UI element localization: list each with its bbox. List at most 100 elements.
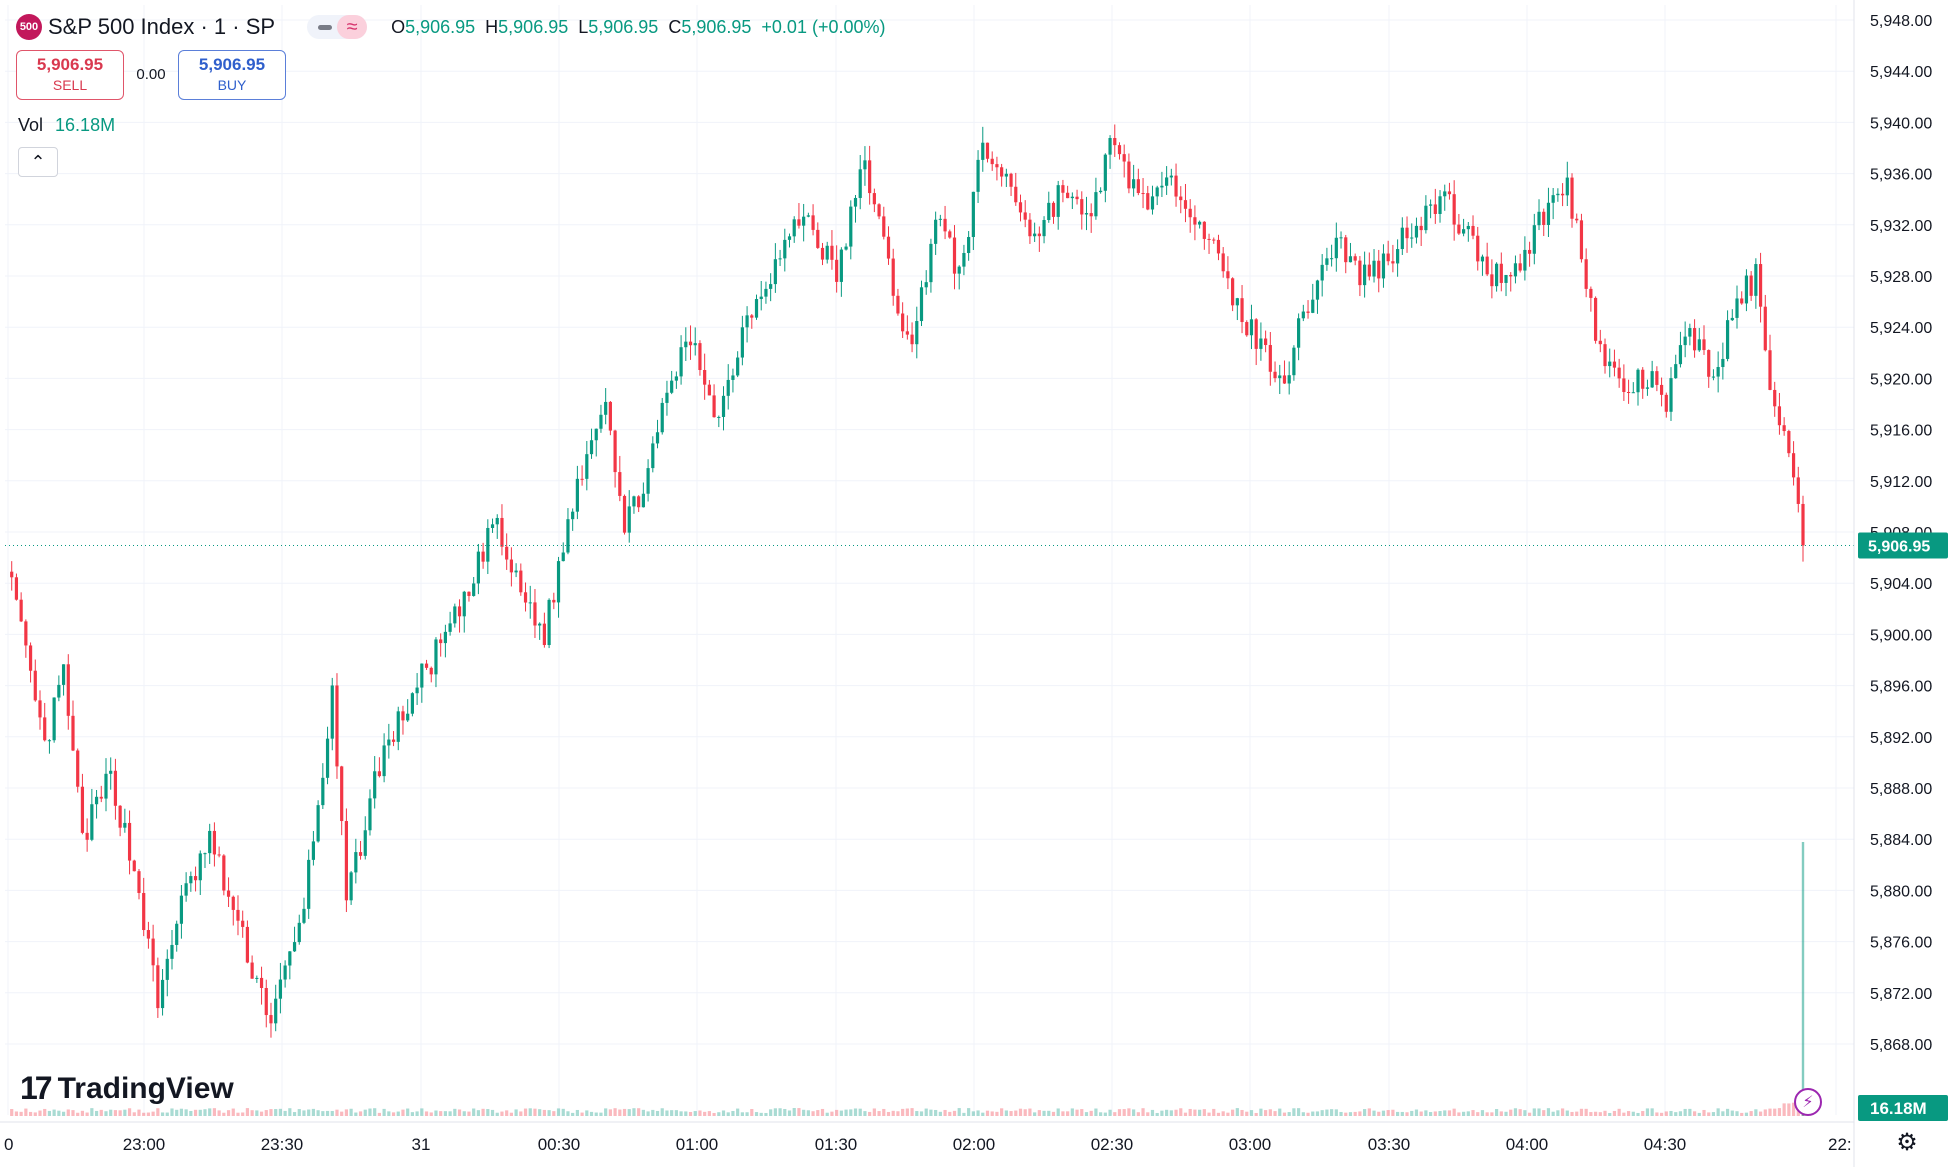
candle-body <box>1641 369 1645 389</box>
candle-body <box>957 266 961 274</box>
volume-bar <box>1122 1109 1126 1116</box>
candle-body <box>1113 138 1117 146</box>
price-tick-label: 5,880.00 <box>1870 883 1932 900</box>
volume-bar <box>608 1109 612 1116</box>
candle-body <box>849 206 853 247</box>
volume-bar <box>1231 1109 1235 1116</box>
candle-body <box>1598 340 1602 345</box>
chart-type-toggle[interactable]: ≈ <box>307 15 368 39</box>
time-tick-label: 01:00 <box>676 1135 719 1154</box>
candle-body <box>646 468 650 494</box>
time-tick-label: 03:00 <box>1229 1135 1272 1154</box>
candle-body <box>415 687 419 694</box>
volume-bar <box>952 1110 957 1116</box>
lightning-icon[interactable]: ⚡ <box>1794 1088 1822 1116</box>
candle-body <box>1707 350 1711 377</box>
candle-body <box>802 216 806 226</box>
candle-body <box>665 392 669 403</box>
volume-bar <box>1523 1110 1527 1116</box>
candle-body <box>717 416 721 418</box>
candle-body <box>745 315 749 328</box>
volume-bar <box>1155 1112 1159 1116</box>
volume-bar <box>858 1108 862 1116</box>
volume-bar <box>967 1108 971 1116</box>
volume-bar <box>113 1110 118 1116</box>
buy-button[interactable]: 5,906.95 BUY <box>178 50 286 100</box>
candle-body <box>1570 177 1574 219</box>
candle-body <box>731 375 735 380</box>
time-tick-label: 04:30 <box>1644 1135 1687 1154</box>
candle-body <box>1066 192 1070 199</box>
candle-body <box>1669 378 1673 412</box>
last-price-tag <box>1858 532 1948 559</box>
volume-bar <box>1669 1110 1673 1116</box>
candle-body <box>325 738 330 778</box>
candle-body <box>61 664 66 685</box>
volume-bar <box>721 1110 726 1116</box>
candle-body <box>1320 264 1324 281</box>
candle-body <box>377 771 381 777</box>
candle-body <box>429 667 433 675</box>
volume-bar <box>990 1111 994 1116</box>
volume-bar <box>1575 1111 1579 1116</box>
volume-bar <box>731 1111 735 1116</box>
volume-bar <box>1721 1111 1725 1116</box>
volume-bar <box>726 1112 730 1116</box>
volume-bar <box>839 1110 843 1116</box>
sell-price: 5,906.95 <box>36 55 104 74</box>
volume-bar <box>1212 1108 1216 1116</box>
candle-body <box>523 592 528 603</box>
volume-bar <box>759 1112 763 1116</box>
price-tick-label: 5,884.00 <box>1870 832 1932 849</box>
volume-bar <box>1066 1111 1070 1116</box>
candle-body <box>1589 288 1593 298</box>
volume-legend[interactable]: Vol 16.18M <box>18 115 115 136</box>
volume-bar <box>1645 1108 1650 1116</box>
volume-bar <box>1070 1108 1074 1116</box>
candle-body <box>90 804 94 840</box>
gear-icon[interactable]: ⚙ <box>1896 1128 1918 1156</box>
volume-bar <box>198 1109 202 1116</box>
volume-bar <box>1579 1108 1584 1116</box>
candles <box>10 124 1805 1038</box>
volume-bar <box>1377 1111 1381 1116</box>
sell-button[interactable]: 5,906.95 SELL <box>16 50 124 100</box>
candle-body <box>481 551 485 562</box>
candle-body <box>1683 336 1687 346</box>
candle-body <box>1697 339 1701 351</box>
price-tick-label: 5,928.00 <box>1870 269 1932 286</box>
candle-body <box>1146 193 1150 210</box>
time-axis[interactable]: 0 23:00 23:30 31 00:30 01:00 01:30 02:00 02:30 03… <box>0 1121 1854 1154</box>
volume-bar <box>943 1109 947 1116</box>
volume-bar <box>618 1109 622 1116</box>
candle-body <box>349 872 353 901</box>
volume-bar <box>533 1108 537 1116</box>
volume-bar <box>349 1108 353 1116</box>
candle-body <box>1141 193 1145 195</box>
volume-bar <box>245 1108 250 1116</box>
volume-bar <box>1598 1112 1602 1116</box>
volume-bar <box>1433 1111 1437 1116</box>
volume-bar <box>14 1111 19 1116</box>
volume-bar <box>1259 1108 1263 1116</box>
chevron-up-icon[interactable]: ⌃ <box>18 147 58 177</box>
candle-body <box>792 219 796 237</box>
volume-bar <box>1037 1110 1041 1116</box>
volume-bar <box>47 1110 52 1116</box>
candle-body <box>1480 256 1485 262</box>
time-tick-label: 02:30 <box>1091 1135 1134 1154</box>
volume-bar <box>123 1109 127 1116</box>
volume-bar <box>547 1110 551 1116</box>
volume-bar <box>929 1109 933 1116</box>
candle-body <box>1033 233 1037 237</box>
symbol-title[interactable]: S&P 500 Index · 1 · SP <box>48 14 276 39</box>
volume-bar <box>684 1111 688 1116</box>
candle-body <box>1061 185 1065 193</box>
candle-body <box>886 236 891 259</box>
price-axis[interactable]: 5,868.00 5,872.00 5,876.00 5,880.00 5,884.00… <box>1853 0 1948 1167</box>
candle-body <box>811 215 815 230</box>
candle-body <box>1212 239 1216 241</box>
volume-bar <box>1127 1108 1131 1116</box>
volume-bar <box>1245 1111 1249 1116</box>
